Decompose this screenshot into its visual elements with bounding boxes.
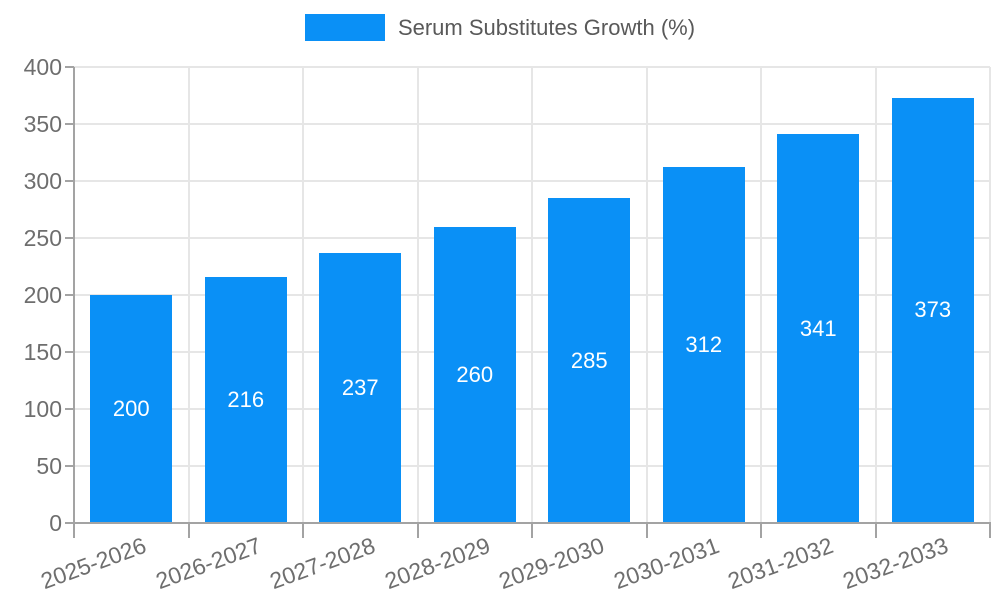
gridline-vertical (531, 67, 533, 523)
y-axis-tick-label: 150 (23, 339, 62, 365)
gridline-vertical (302, 67, 304, 523)
bar[interactable]: 200 (90, 295, 173, 523)
x-axis-tick (645, 523, 648, 538)
y-axis-tick-label: 50 (36, 453, 62, 479)
bar-value-label: 260 (456, 361, 494, 387)
y-axis-tick (65, 408, 74, 410)
y-axis-tick (65, 465, 74, 467)
bar[interactable]: 260 (433, 226, 516, 523)
x-axis-line (73, 522, 991, 524)
y-axis-tick (65, 180, 74, 182)
bar-value-label: 216 (227, 386, 265, 412)
y-axis-line (73, 67, 75, 538)
bar-value-label: 200 (112, 396, 150, 421)
y-axis-tick-label: 200 (23, 282, 62, 308)
x-axis-tick-label: 2029-2030 (495, 532, 608, 595)
x-axis-tick-label: 2026-2027 (152, 532, 265, 595)
y-axis-tick-label: 350 (23, 111, 62, 137)
x-axis-tick-label: 2028-2029 (381, 532, 494, 595)
x-axis-tick (874, 523, 877, 538)
bar[interactable]: 285 (548, 198, 631, 523)
y-axis-tick-label: 300 (23, 168, 62, 194)
y-axis-tick (65, 66, 74, 68)
x-axis-tick (531, 523, 533, 538)
x-axis-tick-label: 2031-2032 (724, 532, 837, 595)
x-axis-tick-label: 2027-2028 (266, 532, 379, 595)
bar-value-label: 312 (685, 332, 723, 358)
gridline-vertical (187, 67, 190, 523)
x-axis-tick (416, 523, 419, 538)
gridline-vertical (416, 67, 419, 523)
y-axis-tick (65, 237, 74, 239)
y-axis-tick-label: 250 (23, 225, 62, 251)
bar-value-label: 285 (570, 347, 608, 373)
legend-label: Serum Substitutes Growth (%) (397, 15, 696, 40)
gridline-vertical (874, 67, 877, 523)
bar[interactable]: 312 (662, 167, 745, 523)
gridline-vertical (645, 67, 648, 523)
bar[interactable]: 341 (777, 134, 860, 523)
x-axis-tick-label: 2032-2033 (839, 532, 952, 595)
bar[interactable]: 373 (891, 97, 974, 523)
y-axis-tick (65, 294, 74, 296)
bar[interactable]: 237 (319, 252, 402, 523)
x-axis-tick-label: 2025-2026 (37, 532, 150, 595)
legend-swatch (304, 14, 385, 41)
y-axis-tick-label: 0 (49, 510, 62, 536)
bar-value-label: 237 (341, 374, 379, 400)
x-axis-tick (302, 523, 304, 538)
y-axis-tick (65, 351, 74, 353)
x-axis-tick (989, 523, 991, 538)
bar[interactable]: 216 (204, 276, 287, 523)
y-axis-tick (65, 522, 74, 524)
x-axis-tick-label: 2030-2031 (610, 532, 723, 595)
y-axis-tick (65, 123, 74, 125)
bar-value-label: 373 (914, 297, 952, 323)
y-axis-tick-label: 400 (23, 54, 62, 80)
x-axis-tick (187, 523, 190, 538)
bar-value-label: 341 (799, 315, 837, 341)
y-axis-tick-label: 100 (23, 396, 62, 422)
gridline-vertical (989, 67, 991, 523)
x-axis-tick (760, 523, 762, 538)
legend[interactable]: Serum Substitutes Growth (%) (0, 14, 1000, 41)
gridline-vertical (760, 67, 762, 523)
